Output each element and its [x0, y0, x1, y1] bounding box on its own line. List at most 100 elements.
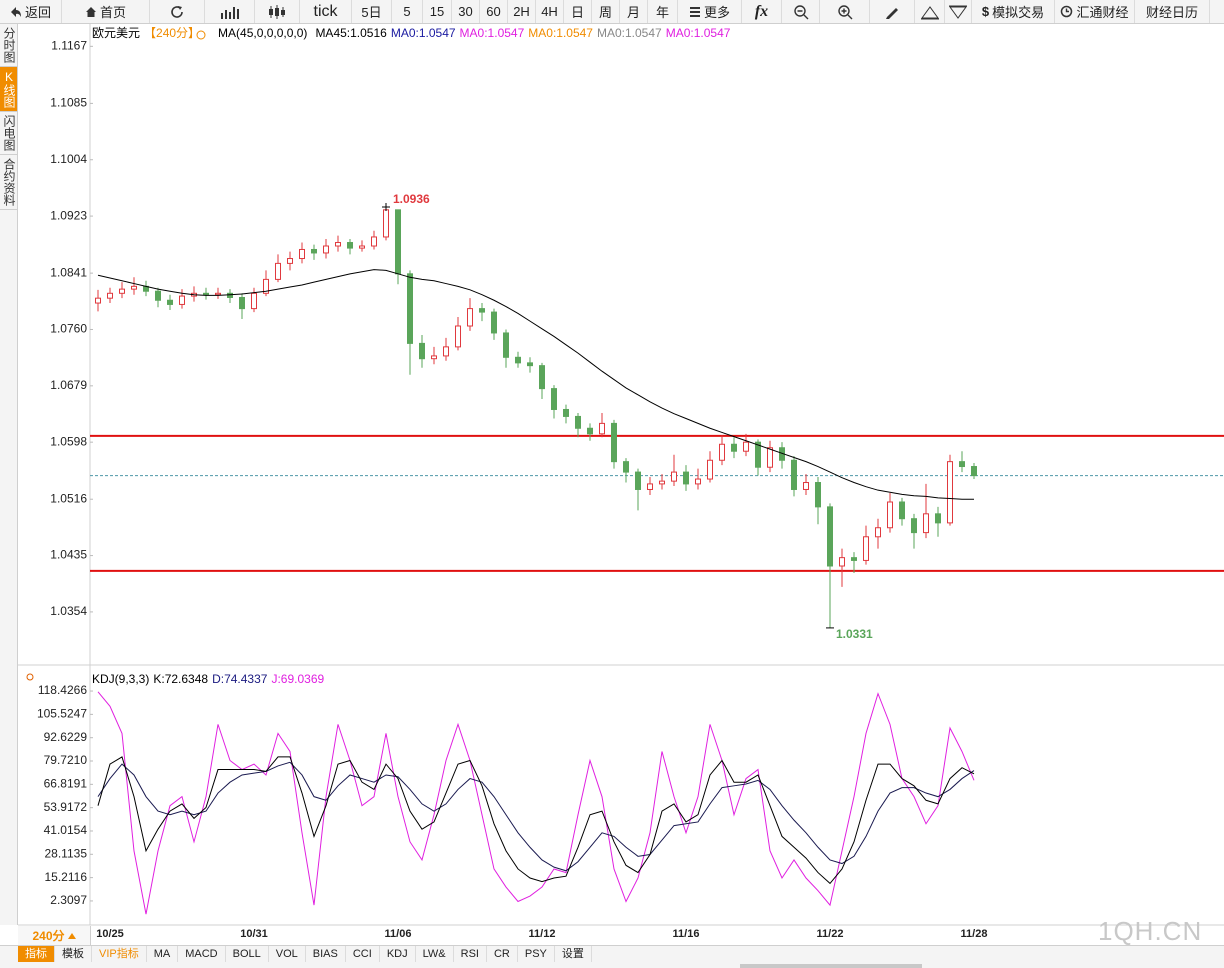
legend-item: MA0:1.0547 — [391, 26, 456, 40]
indicator-tab[interactable]: 指标 — [18, 946, 55, 962]
x-tick-label: 11/12 — [529, 928, 556, 940]
indicator-tab[interactable]: MA — [147, 946, 179, 962]
label: 汇通财经 — [1076, 5, 1129, 20]
indicator-tab[interactable]: VOL — [269, 946, 306, 962]
period-button[interactable]: 周 — [592, 0, 620, 23]
candle-body — [443, 346, 449, 357]
side-tab[interactable]: 闪电图 — [0, 112, 17, 155]
x-tick-label: 11/16 — [673, 928, 700, 940]
kdj-line — [97, 761, 975, 872]
candle-body — [479, 308, 485, 313]
legend-item: KDJ(9,3,3) — [92, 672, 149, 686]
candle-body — [707, 459, 713, 480]
y-tick-label: 1.0923 — [50, 208, 87, 222]
candle-body — [743, 441, 749, 452]
period-button[interactable]: 15 — [423, 0, 452, 23]
triangle-up-button[interactable] — [915, 0, 945, 23]
draw-button[interactable] — [870, 0, 915, 23]
sim-trade-button[interactable]: $ 模拟交易 — [972, 0, 1055, 23]
kdj-line — [97, 691, 975, 915]
candle-body — [275, 262, 281, 280]
indicator-tab[interactable]: CCI — [346, 946, 380, 962]
legend-item: MA0:1.0547 — [666, 26, 731, 40]
period-button[interactable]: 月 — [620, 0, 648, 23]
y-tick-label: 1.0841 — [50, 265, 87, 279]
zoom-out-button[interactable] — [782, 0, 820, 23]
candle-body — [503, 332, 509, 358]
y-tick-label: 66.8191 — [44, 777, 88, 791]
period-button[interactable]: 年 — [648, 0, 678, 23]
period-button[interactable]: 日 — [564, 0, 592, 23]
y-tick-label: 41.0154 — [44, 823, 88, 837]
candle-body — [179, 295, 185, 305]
legend-item: MA(45,0,0,0,0,0) — [218, 26, 307, 40]
candle-body — [599, 422, 605, 435]
indicator-tab[interactable]: 设置 — [555, 946, 592, 962]
candle-body — [767, 447, 773, 468]
period-button[interactable]: 5 — [392, 0, 423, 23]
indicator-tab[interactable]: LW& — [416, 946, 454, 962]
scrollbar[interactable] — [740, 964, 922, 968]
indicator-tab[interactable]: CR — [487, 946, 518, 962]
candle-body — [359, 245, 365, 249]
more-button[interactable]: 更多 — [678, 0, 742, 23]
news-button[interactable]: 汇通财经 — [1055, 0, 1135, 23]
zoom-in-button[interactable] — [820, 0, 870, 23]
calendar-button[interactable]: 财经日历 — [1135, 0, 1210, 23]
indicator-tab[interactable]: 模板 — [55, 946, 92, 962]
candle-body — [863, 536, 869, 561]
candle-body — [515, 356, 521, 364]
candle-body — [311, 248, 317, 254]
candle-body — [791, 459, 797, 490]
triangle-down-button[interactable] — [945, 0, 972, 23]
side-tab[interactable]: 分时图 — [0, 24, 17, 67]
candle-body — [407, 273, 413, 344]
refresh-button[interactable] — [150, 0, 205, 23]
candle-body — [251, 292, 257, 310]
home-button[interactable]: 首页 — [62, 0, 150, 23]
x-tick-label: 10/31 — [240, 928, 268, 940]
period-button[interactable]: 30 — [452, 0, 480, 23]
candle-body — [563, 408, 569, 417]
indicator-tab[interactable]: BOLL — [226, 946, 269, 962]
candle-body — [899, 501, 905, 520]
candle-body — [887, 501, 893, 529]
candle-body — [491, 311, 497, 334]
candle-body — [107, 292, 113, 299]
indicator-tab[interactable]: PSY — [518, 946, 555, 962]
side-tab[interactable]: 合约资料 — [0, 155, 17, 210]
period-selector[interactable]: 240分 — [18, 926, 91, 945]
period-button[interactable]: 2H — [508, 0, 536, 23]
legend-item: MA45:1.0516 — [315, 26, 387, 40]
kdj-line — [97, 756, 975, 885]
period-button[interactable]: 5日 — [352, 0, 392, 23]
candle-body — [239, 296, 245, 310]
indicator-tab[interactable]: RSI — [454, 946, 487, 962]
y-tick-label: 92.6229 — [44, 730, 88, 744]
candle-body — [959, 461, 965, 468]
indicator-tab[interactable]: BIAS — [306, 946, 346, 962]
candle-body — [215, 292, 221, 296]
bar-chart-button[interactable] — [205, 0, 255, 23]
period-button[interactable]: 60 — [480, 0, 508, 23]
candle-button[interactable] — [255, 0, 300, 23]
candle-body — [947, 461, 953, 524]
legend-item: 欧元美元 — [92, 26, 140, 40]
indicator-tab[interactable]: VIP指标 — [92, 946, 147, 962]
indicator-tab[interactable]: MACD — [178, 946, 226, 962]
candle-body — [719, 443, 725, 461]
y-tick-label: 118.4266 — [38, 683, 87, 697]
formula-button[interactable]: fx — [742, 0, 782, 23]
candle-body — [527, 362, 533, 367]
indicator-tab[interactable]: KDJ — [380, 946, 416, 962]
candle-body — [227, 292, 233, 298]
side-tab[interactable]: K线图 — [0, 67, 17, 112]
back-button[interactable]: 返回 — [0, 0, 62, 23]
watermark: 1QH.CN — [1098, 916, 1203, 946]
label: 模拟交易 — [992, 5, 1045, 20]
candle-body — [851, 557, 857, 561]
period-button[interactable]: 4H — [536, 0, 564, 23]
tick-button[interactable]: tick — [300, 0, 352, 23]
candle-body — [935, 513, 941, 524]
